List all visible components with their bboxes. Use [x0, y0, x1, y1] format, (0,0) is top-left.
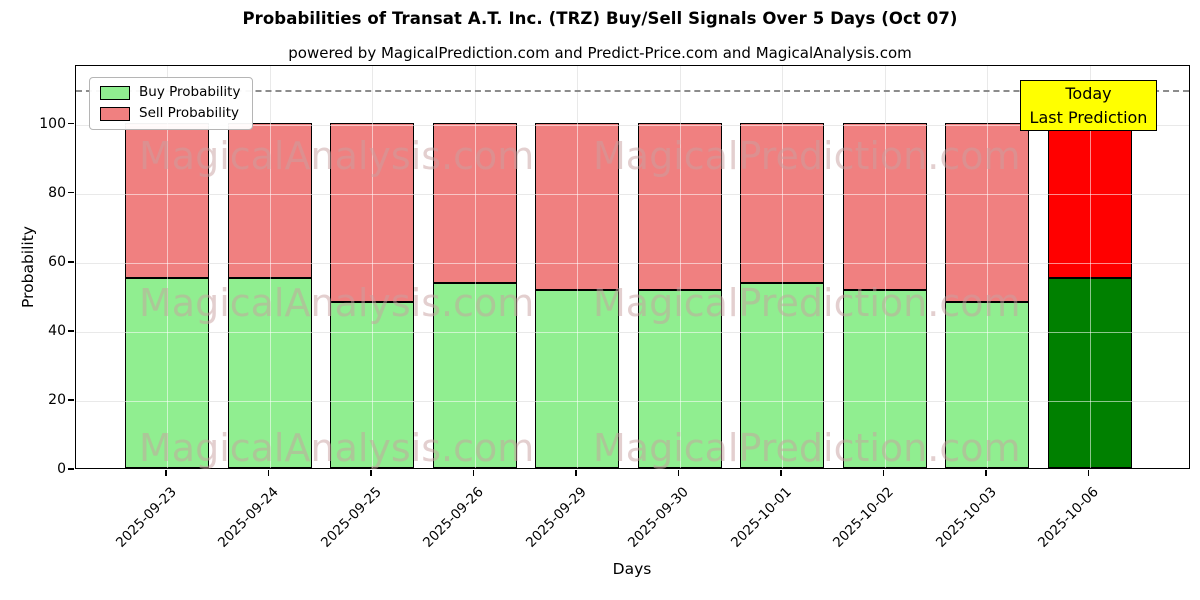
v-gridline-overlay — [474, 66, 476, 468]
today-annotation: Today Last Prediction — [1020, 80, 1157, 131]
y-tick-label: 0 — [57, 461, 66, 477]
v-gridline-overlay — [577, 66, 578, 468]
legend-label-sell: Sell Probability — [139, 105, 240, 122]
v-gridline-overlay — [1089, 66, 1091, 468]
y-tick-mark — [68, 123, 74, 125]
watermark-text: MagicalAnalysis.com — [139, 134, 535, 178]
h-gridline-overlay — [76, 124, 1189, 126]
x-tick-mark — [985, 470, 987, 476]
legend-item-sell: Sell Probability — [100, 107, 240, 121]
x-tick-mark — [677, 470, 680, 476]
x-tick-label: 2025-10-06 — [871, 481, 1102, 551]
h-gridline-overlay — [76, 193, 1189, 195]
y-tick-mark — [68, 468, 74, 470]
y-tick-label: 60 — [48, 253, 66, 270]
x-tick-mark — [780, 470, 782, 476]
sell-color-swatch — [100, 107, 130, 121]
y-tick-mark — [68, 399, 74, 401]
legend: Buy Probability Sell Probability — [89, 77, 254, 130]
v-gridline-overlay — [167, 66, 168, 468]
x-tick-mark — [370, 470, 372, 476]
y-tick-mark — [68, 261, 74, 263]
h-gridline-overlay — [76, 331, 1189, 333]
y-tick-mark — [68, 192, 74, 194]
v-gridline-overlay — [679, 66, 681, 468]
watermark-text: MagicalAnalysis.com — [139, 281, 535, 325]
x-tick-mark — [267, 470, 270, 476]
x-tick-mark — [472, 470, 475, 476]
dashed-threshold-line — [76, 90, 1189, 93]
x-tick-mark — [165, 470, 167, 476]
x-tick-mark — [882, 470, 885, 476]
h-gridline-overlay — [76, 400, 1189, 402]
x-tick-mark — [575, 470, 577, 476]
buy-color-swatch — [100, 86, 130, 100]
v-gridline-overlay — [372, 66, 373, 468]
watermark-text: MagicalPrediction.com — [593, 281, 1021, 325]
y-tick-mark — [68, 330, 74, 332]
x-tick-label-text: 2025-10-06 — [1035, 484, 1102, 551]
chart-title: Probabilities of Transat A.T. Inc. (TRZ)… — [242, 9, 958, 28]
watermark-text: MagicalPrediction.com — [593, 134, 1021, 178]
x-axis-label: Days — [612, 560, 652, 578]
x-tick-mark — [1087, 470, 1090, 476]
watermark-text: MagicalAnalysis.com — [139, 426, 535, 470]
watermark-layer: MagicalAnalysis.com MagicalPrediction.com… — [76, 66, 1189, 470]
watermark-text: MagicalPrediction.com — [593, 426, 1021, 470]
today-annotation-line2: Last Prediction — [1029, 108, 1148, 127]
chart-subtitle: powered by MagicalPrediction.com and Pre… — [288, 44, 912, 62]
y-tick-label: 80 — [48, 184, 66, 201]
y-tick-label: 40 — [48, 322, 66, 339]
gridline-overlay-layer — [76, 66, 1189, 468]
y-tick-label: 20 — [48, 391, 66, 408]
y-tick-label: 100 — [39, 115, 66, 132]
v-gridline-overlay — [269, 66, 271, 468]
plot-area: MagicalAnalysis.com MagicalPrediction.com… — [75, 65, 1190, 470]
v-gridline-overlay — [782, 66, 783, 468]
legend-item-buy: Buy Probability — [100, 86, 240, 100]
h-gridline-overlay — [76, 262, 1189, 264]
v-gridline-overlay — [884, 66, 886, 468]
today-annotation-line1: Today — [1065, 84, 1112, 103]
legend-label-buy: Buy Probability — [139, 84, 241, 101]
v-gridline-overlay — [987, 66, 988, 468]
